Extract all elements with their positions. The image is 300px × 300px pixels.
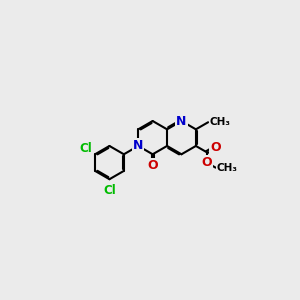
Text: Cl: Cl: [103, 184, 116, 196]
Text: O: O: [210, 140, 221, 154]
Text: Cl: Cl: [79, 142, 92, 155]
Text: O: O: [147, 159, 158, 172]
Text: N: N: [176, 115, 187, 128]
Text: CH₃: CH₃: [217, 163, 238, 173]
Text: CH₃: CH₃: [209, 117, 230, 127]
Text: N: N: [133, 140, 143, 152]
Text: O: O: [201, 156, 212, 169]
